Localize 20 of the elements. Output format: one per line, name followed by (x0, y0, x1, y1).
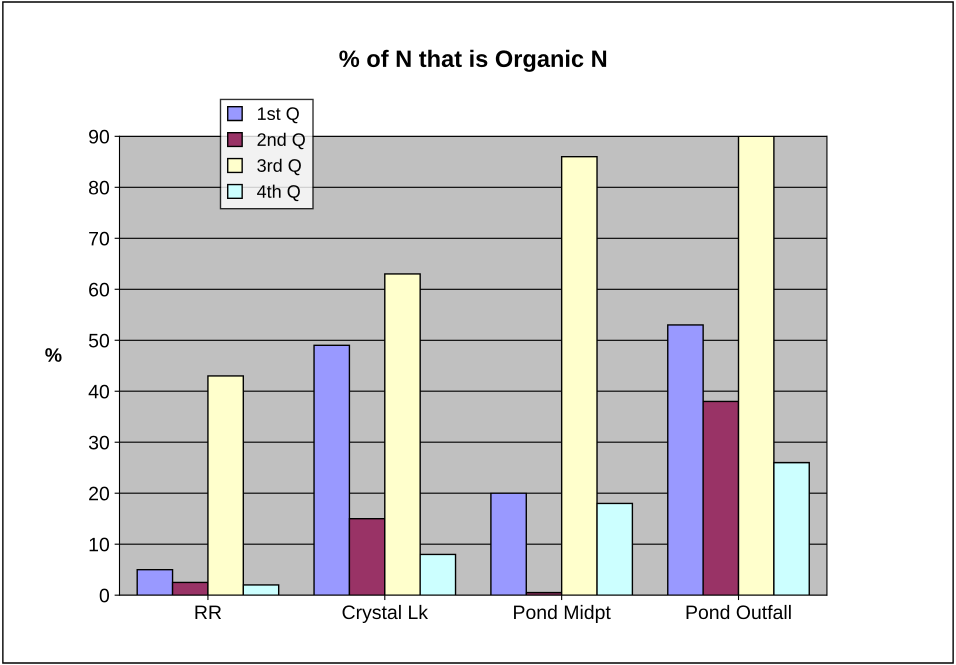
y-tick-label: 70 (89, 232, 110, 246)
y-axis-title: % (45, 348, 62, 362)
y-tick-label: 10 (90, 538, 110, 552)
y-tick-label: 40 (88, 384, 110, 398)
legend-label: 4th Q (257, 184, 300, 202)
x-tick-label: Pond Midpt (514, 604, 611, 624)
x-tick-label: RR (195, 606, 222, 619)
y-tick-label: 60 (89, 282, 110, 297)
y-tick-label: 0 (100, 588, 110, 602)
x-tick-label: Pond Outfall (686, 604, 791, 620)
y-tick-label: 30 (88, 436, 110, 450)
y-tick-label: 50 (88, 334, 110, 348)
legend-label: 3rd Q (257, 158, 301, 176)
chart-title: % of N that is Organic N (339, 50, 606, 72)
legend-label: 2nd Q (258, 132, 305, 150)
y-tick-label: 80 (88, 180, 110, 195)
legend-label: 1st Q (258, 107, 299, 124)
y-tick-label: 20 (89, 486, 110, 500)
y-tick-label: 90 (89, 130, 110, 144)
x-tick-label: Crystal Lk (342, 604, 428, 624)
